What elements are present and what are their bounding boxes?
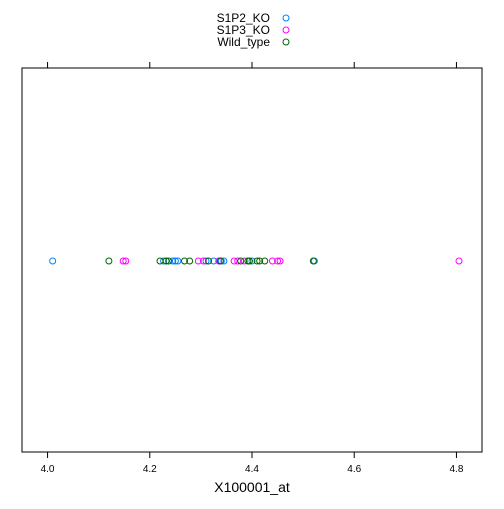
legend-marker xyxy=(282,26,290,34)
data-point-s1p2-ko xyxy=(202,257,210,265)
data-point-s1p3-ko xyxy=(268,257,276,265)
legend-label: Wild_type xyxy=(217,35,270,49)
data-point-s1p2-ko xyxy=(174,257,182,265)
data-point-wild-type xyxy=(105,257,113,265)
x-tick-label: 4.2 xyxy=(143,464,157,475)
data-point-s1p3-ko xyxy=(455,257,463,265)
data-point-s1p3-ko xyxy=(274,257,282,265)
x-tick-label: 4.0 xyxy=(41,464,55,475)
data-point-s1p3-ko xyxy=(122,257,130,265)
data-point-wild-type xyxy=(261,257,269,265)
legend-label: S1P2_KO xyxy=(217,11,270,25)
data-point-wild-type xyxy=(237,257,245,265)
legend-marker xyxy=(282,14,290,22)
legend-label: S1P3_KO xyxy=(217,23,270,37)
data-point-wild-type xyxy=(156,257,164,265)
data-point-s1p2-ko xyxy=(220,257,228,265)
data-point-s1p3-ko xyxy=(119,257,127,265)
data-point-s1p3-ko xyxy=(276,257,284,265)
data-point-wild-type xyxy=(216,257,224,265)
x-tick-label: 4.4 xyxy=(245,464,259,475)
data-point-wild-type xyxy=(256,257,264,265)
data-point-wild-type xyxy=(165,257,173,265)
x-axis-label: X100001_at xyxy=(214,479,290,495)
data-point-wild-type xyxy=(186,257,194,265)
data-point-wild-type xyxy=(181,257,189,265)
data-point-s1p2-ko xyxy=(248,257,256,265)
data-point-s1p3-ko xyxy=(240,257,248,265)
data-point-s1p3-ko xyxy=(230,257,238,265)
data-point-s1p3-ko xyxy=(199,257,207,265)
data-point-s1p2-ko xyxy=(169,257,177,265)
top-axis xyxy=(47,62,457,68)
data-points xyxy=(49,257,463,265)
data-point-s1p3-ko xyxy=(234,257,242,265)
data-point-s1p2-ko xyxy=(171,257,179,265)
legend-marker xyxy=(282,38,290,46)
data-point-s1p2-ko xyxy=(49,257,57,265)
data-point-wild-type xyxy=(205,257,213,265)
x-tick-label: 4.8 xyxy=(449,464,463,475)
data-point-s1p3-ko xyxy=(194,257,202,265)
x-tick-label: 4.6 xyxy=(347,464,361,475)
data-point-wild-type xyxy=(253,257,261,265)
data-point-s1p2-ko xyxy=(210,257,218,265)
data-point-wild-type xyxy=(309,257,317,265)
data-point-s1p2-ko xyxy=(160,257,168,265)
data-point-wild-type xyxy=(162,257,170,265)
data-point-wild-type xyxy=(245,257,253,265)
bottom-axis: 4.0 4.2 4.4 4.6 4.8 xyxy=(41,452,464,475)
